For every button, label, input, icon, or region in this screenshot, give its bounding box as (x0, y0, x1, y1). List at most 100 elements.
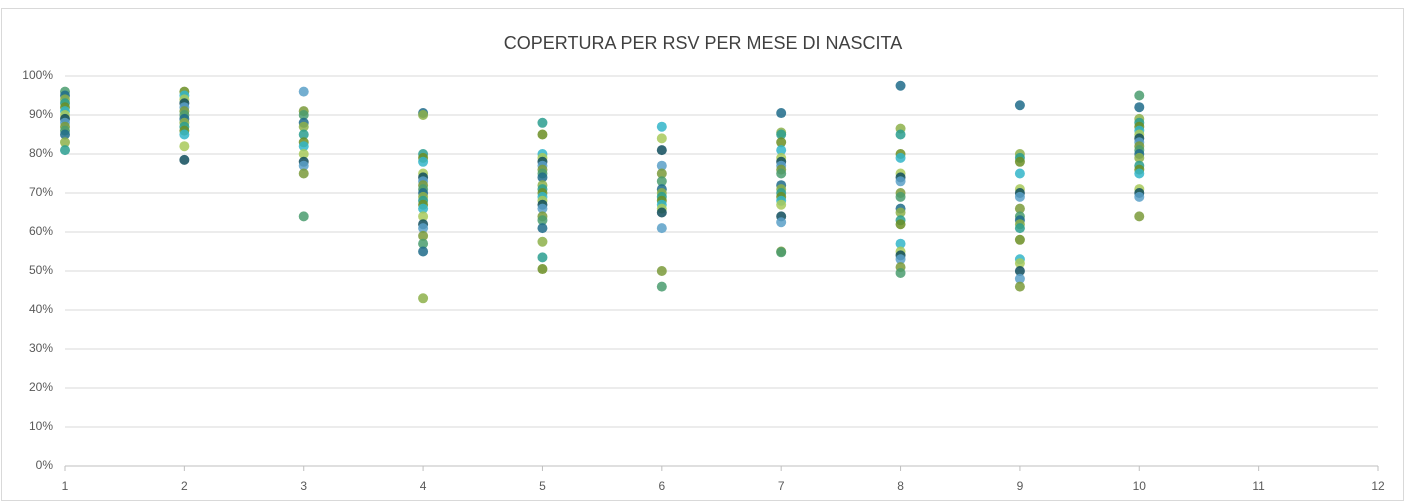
x-tick-label: 3 (300, 479, 307, 493)
point (298, 211, 309, 222)
point (179, 154, 190, 165)
point (656, 207, 667, 218)
point (537, 203, 548, 214)
point (1014, 156, 1025, 167)
point (1134, 90, 1145, 101)
x-tick-label: 6 (658, 479, 665, 493)
point (537, 172, 548, 183)
x-tick-label: 5 (539, 479, 546, 493)
x-tick-label: 7 (778, 479, 785, 493)
point (179, 141, 190, 152)
point (656, 121, 667, 132)
point (298, 168, 309, 179)
point (60, 145, 70, 156)
point (656, 168, 667, 179)
point (537, 252, 548, 263)
y-tick-label: 20% (29, 380, 53, 394)
point (1014, 191, 1025, 202)
x-tick-label: 9 (1017, 479, 1024, 493)
x-tick-label: 10 (1133, 479, 1147, 493)
y-tick-label: 70% (29, 185, 53, 199)
point (298, 121, 309, 132)
point (776, 199, 787, 210)
point (60, 137, 70, 148)
point (656, 281, 667, 292)
point (298, 110, 309, 120)
point (656, 133, 667, 144)
point (418, 211, 429, 222)
point (298, 86, 309, 97)
point (1014, 203, 1025, 214)
point (895, 176, 906, 187)
x-tick-label: 1 (62, 479, 69, 493)
y-tick-label: 80% (29, 146, 53, 160)
point (537, 117, 548, 128)
point (776, 168, 787, 179)
point (537, 236, 548, 247)
point (1014, 223, 1025, 234)
point (1014, 100, 1025, 111)
y-tick-label: 30% (29, 341, 53, 355)
point (537, 129, 548, 140)
point (60, 129, 70, 140)
point (298, 149, 309, 159)
x-tick-label: 4 (420, 479, 427, 493)
point (656, 160, 667, 171)
point (418, 156, 429, 167)
point (776, 137, 787, 148)
point (298, 129, 309, 140)
point (895, 254, 906, 265)
y-tick-label: 10% (29, 419, 53, 433)
point (1134, 211, 1145, 222)
y-tick-label: 100% (22, 68, 53, 82)
point (418, 293, 429, 304)
point (537, 264, 548, 275)
point (298, 160, 309, 171)
point (1014, 281, 1025, 292)
x-tick-label: 2 (181, 479, 188, 493)
y-tick-label: 60% (29, 224, 53, 238)
point (418, 223, 429, 234)
point (418, 230, 429, 241)
point (776, 108, 787, 119)
point (895, 80, 906, 91)
point (895, 191, 906, 202)
point (418, 110, 429, 120)
chart-title: COPERTURA PER RSV PER MESE DI NASCITA (504, 33, 902, 53)
point (776, 129, 787, 140)
point (418, 203, 429, 214)
point (1134, 191, 1145, 202)
point (1014, 168, 1025, 179)
point (1014, 273, 1025, 284)
point (895, 219, 906, 230)
point (895, 238, 906, 249)
point (776, 217, 787, 228)
x-tick-label: 12 (1371, 479, 1385, 493)
point (656, 223, 667, 234)
y-tick-label: 90% (29, 107, 53, 121)
point (895, 267, 906, 278)
point (418, 246, 429, 257)
point (895, 152, 906, 163)
point (656, 266, 667, 276)
point (656, 176, 667, 187)
point (1014, 234, 1025, 245)
point (179, 129, 190, 140)
point (298, 141, 309, 152)
point (776, 247, 787, 258)
point (537, 215, 548, 226)
point (537, 223, 548, 234)
x-tick-label: 11 (1252, 479, 1265, 493)
y-tick-label: 40% (29, 302, 53, 316)
point (1134, 152, 1145, 163)
point (1134, 102, 1145, 113)
y-tick-label: 0% (36, 458, 54, 472)
point (895, 129, 906, 140)
point (418, 238, 429, 249)
point (1014, 258, 1025, 269)
point (895, 207, 906, 218)
x-tick-label: 8 (897, 479, 904, 493)
y-tick-label: 50% (29, 263, 53, 277)
point (1014, 266, 1025, 276)
